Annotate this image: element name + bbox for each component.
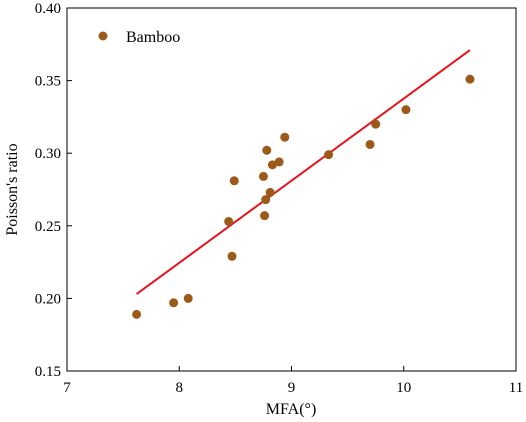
x-tick-label: 10 (396, 380, 411, 396)
fit-line (136, 49, 471, 295)
data-point (265, 187, 275, 197)
data-point (465, 74, 475, 84)
x-axis-title: MFA(°) (266, 401, 317, 418)
data-point (227, 251, 237, 261)
data-point (280, 132, 290, 142)
y-axis: 0.15 0.20 0.25 0.30 0.35 0.40 (35, 1, 72, 380)
legend: Bamboo (98, 29, 180, 46)
data-point (267, 160, 277, 170)
y-tick-label: 0.15 (35, 364, 61, 380)
y-tick-label: 0.20 (35, 291, 61, 307)
data-point (365, 139, 375, 149)
data-point (229, 176, 239, 186)
y-tick-label: 0.30 (35, 146, 61, 162)
legend-marker (98, 31, 108, 41)
data-point (183, 293, 193, 303)
fit-line-layer (136, 49, 471, 295)
data-point (262, 145, 272, 155)
data-point (132, 309, 142, 319)
data-point (274, 157, 284, 167)
x-axis: 7 8 9 10 11 (63, 366, 523, 396)
y-axis-title: Poisson's ratio (4, 143, 21, 235)
data-point (260, 211, 270, 221)
x-tick-label: 9 (288, 380, 296, 396)
data-points (132, 74, 475, 319)
data-point (224, 216, 234, 226)
y-tick-label: 0.40 (35, 1, 61, 17)
x-tick-label: 7 (63, 380, 71, 396)
x-tick-label: 8 (176, 380, 184, 396)
data-point (258, 171, 268, 181)
data-point (401, 105, 411, 115)
data-point (371, 119, 381, 129)
y-tick-label: 0.35 (35, 74, 61, 90)
data-point (169, 298, 179, 308)
legend-label: Bamboo (126, 29, 180, 46)
data-point (261, 195, 271, 205)
y-tick-label: 0.25 (35, 219, 61, 235)
x-tick-label: 11 (509, 380, 523, 396)
data-point (324, 150, 334, 160)
